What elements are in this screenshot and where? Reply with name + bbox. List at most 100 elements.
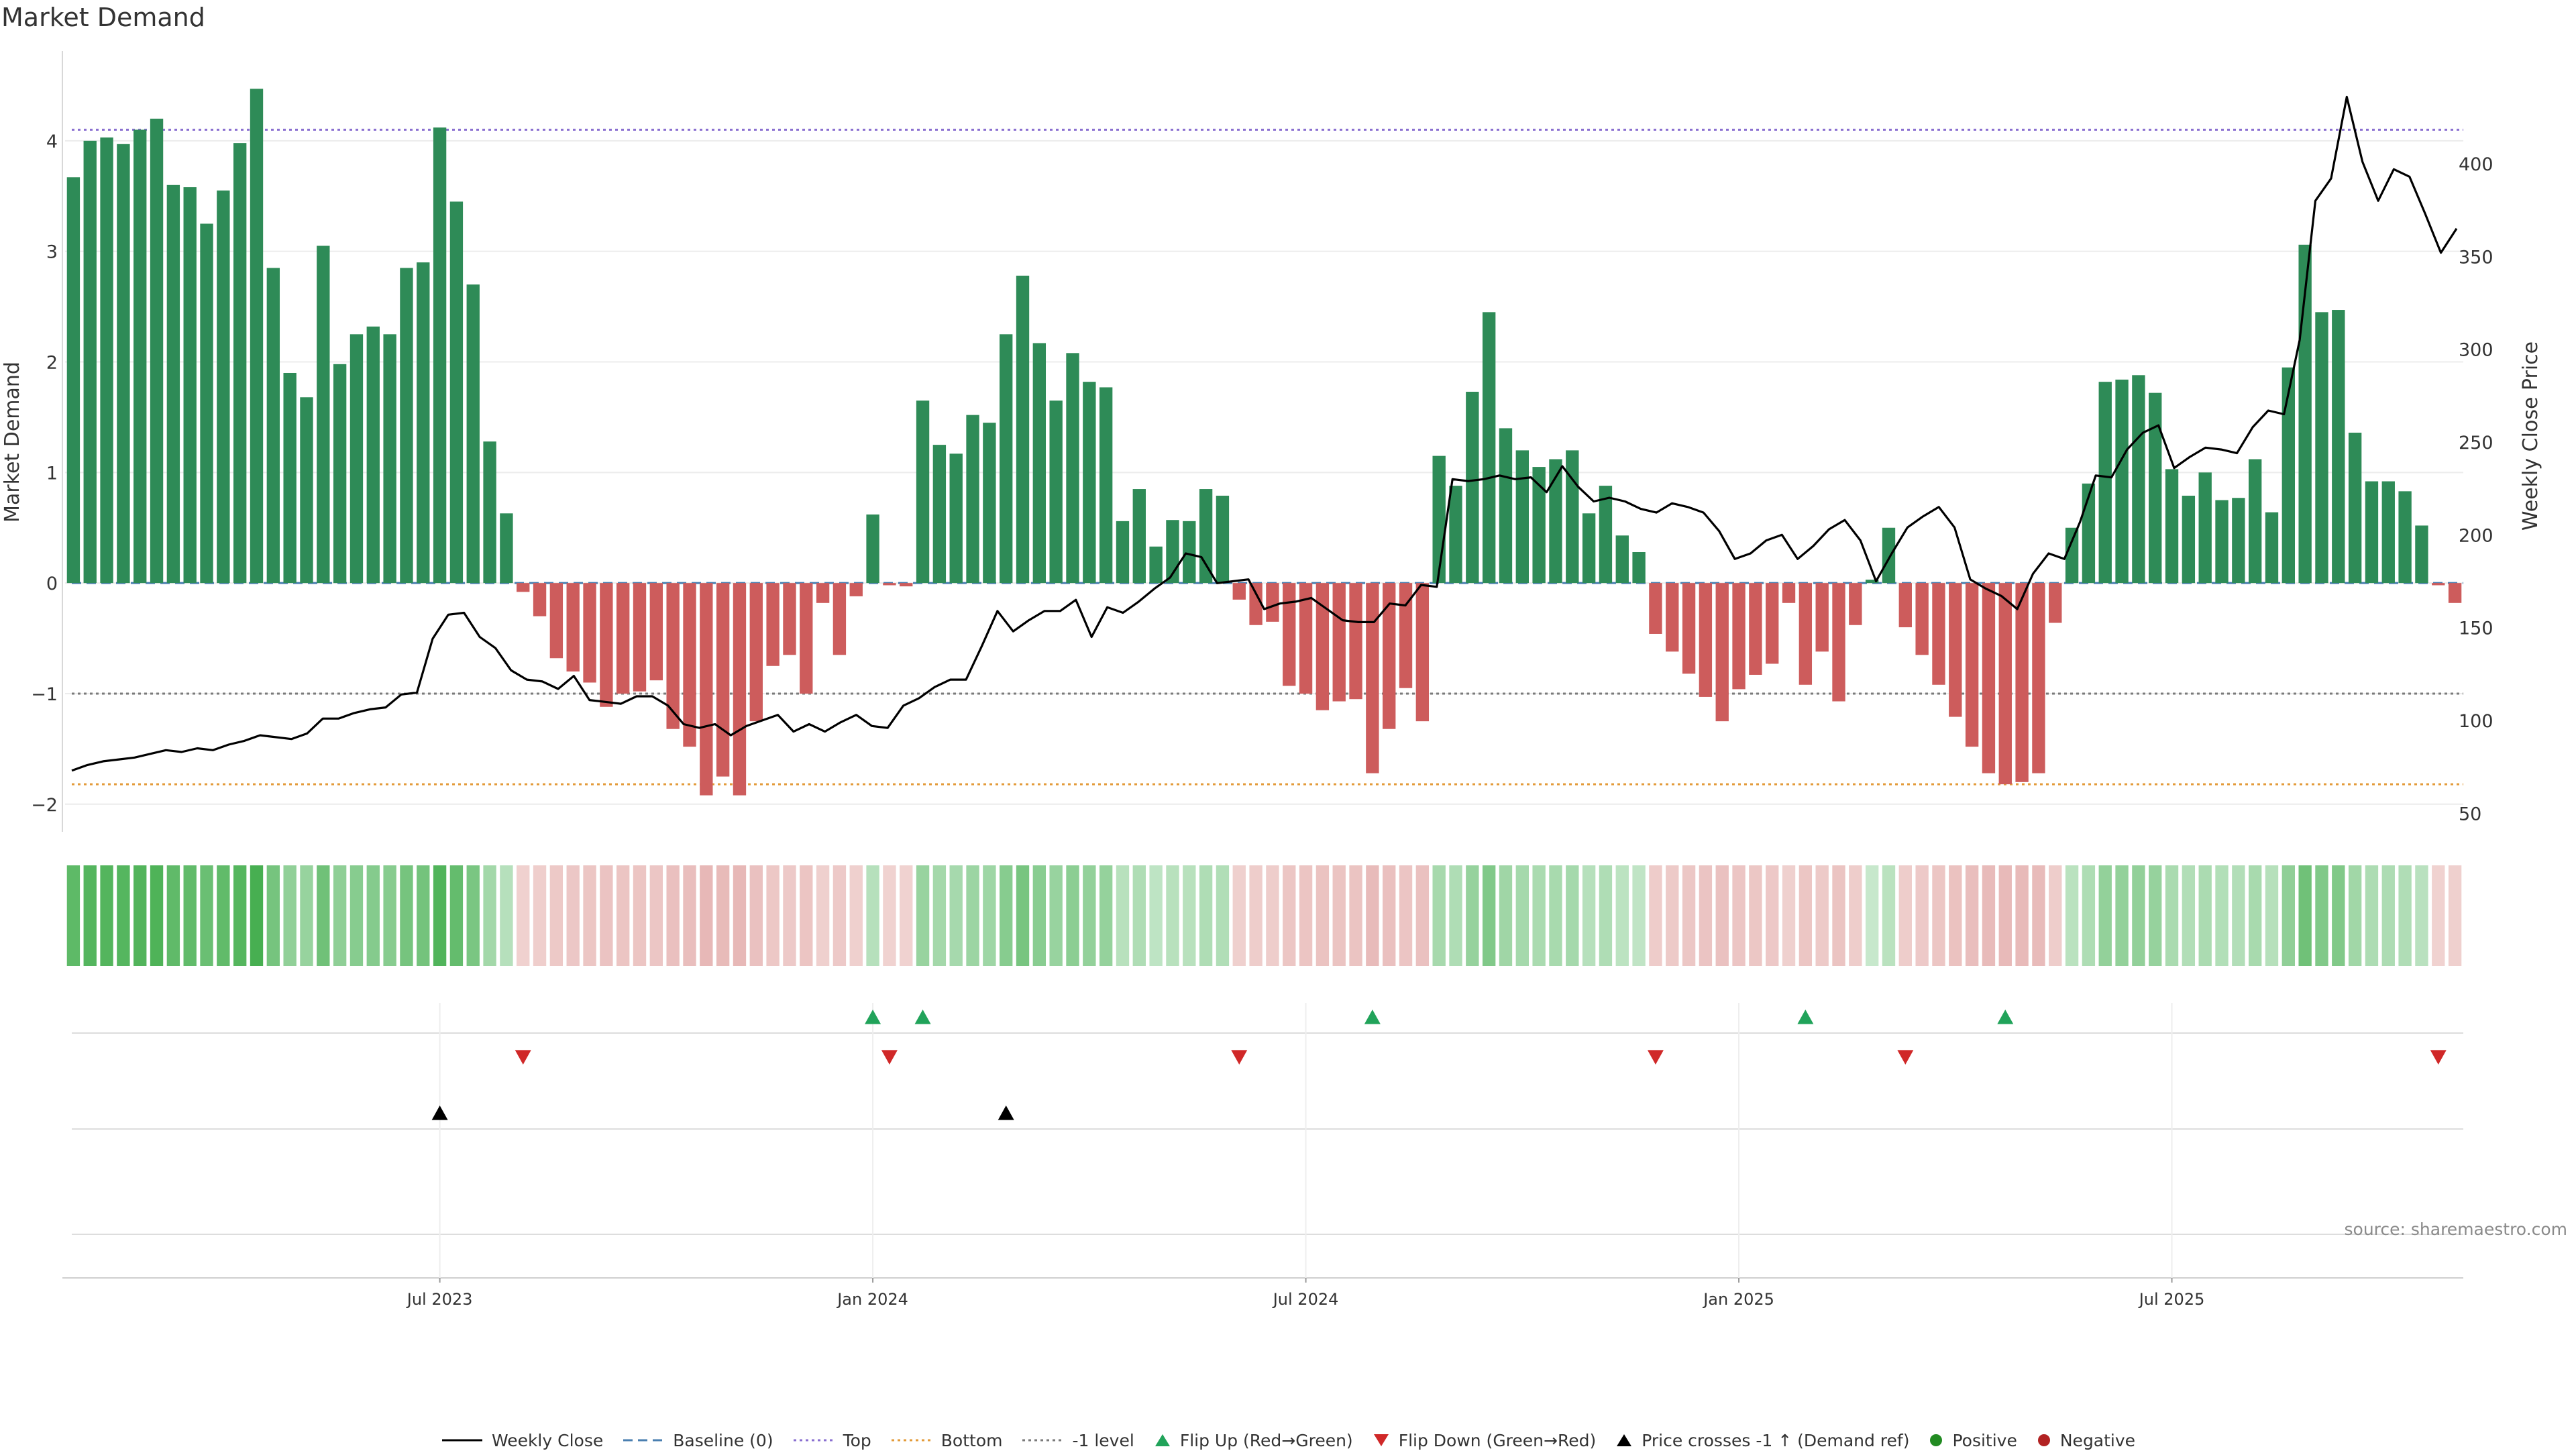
strip-cell [1815,865,1829,966]
strip-cell [549,865,564,966]
strip-cell [749,865,763,966]
legend-item-minus-one[interactable]: -1 level [1021,1431,1134,1450]
demand-bar [2448,583,2462,603]
demand-bar [1898,583,1912,628]
strip-cell [2248,865,2262,966]
legend-item-negative[interactable]: Negative [2036,1431,2135,1450]
y-tick-label: −1 [31,684,58,705]
strip-cell [1865,865,1879,966]
demand-bar [1232,583,1246,600]
legend-item-flip-down[interactable]: Flip Down (Green→Red) [1372,1430,1597,1450]
strip-cell [700,865,713,966]
strip-cell [716,865,730,966]
demand-bar [2415,525,2428,584]
legend-item-price-cross[interactable]: Price crosses -1 ↑ (Demand ref) [1615,1431,1909,1450]
strip-cell [500,865,513,966]
weekly-close-path [71,95,2458,772]
demand-bar [1666,583,1679,652]
demand-bar [883,583,896,586]
strip-cell [733,865,747,966]
strip-cell [1166,865,1179,966]
y2-tick-label: 200 [2459,525,2493,546]
flip-up-marker [914,1010,931,1024]
strip-cell [566,865,580,966]
flip-down-marker [1897,1050,1914,1065]
demand-bar [766,583,780,666]
y-tick-label: 4 [46,131,58,152]
price-cross-marker [998,1106,1014,1120]
demand-bar [749,583,763,722]
strip-cell [2232,865,2245,966]
demand-bar [117,144,130,584]
strip-cell [1915,865,1929,966]
strip-cell [1849,865,1862,966]
legend-item-top[interactable]: Top [792,1431,871,1450]
strip-cell [2282,865,2296,966]
y2-tick-label: 400 [2459,154,2493,175]
strip-cell [1649,865,1662,966]
y-tick-label: 0 [46,574,58,594]
demand-bar [916,400,930,584]
demand-bar [1399,583,1413,688]
strip-cell [1049,865,1063,966]
y2-tick-label: 350 [2459,247,2493,268]
flip-down-marker [515,1050,531,1065]
strip-cell [66,865,80,966]
strip-cell [1998,865,2012,966]
demand-bar [1615,535,1629,584]
strip-cell [649,865,663,966]
strip-cell [800,865,813,966]
legend-label: Baseline (0) [673,1430,773,1450]
legend-item-bottom[interactable]: Bottom [890,1431,1002,1450]
legend-item-weekly-close[interactable]: Weekly Close [441,1431,603,1450]
dotted-line-icon [793,1439,834,1442]
strip-cell [417,865,430,966]
demand-bar [1116,521,1130,584]
strip-cell [2332,865,2345,966]
demand-bar [1849,583,1862,625]
strip-cell [1132,865,1146,966]
chart-title: Market Demand [1,3,205,32]
demand-bar [2398,491,2412,584]
demand-bar [849,583,863,596]
price-cross-marker [431,1106,448,1120]
strip-cell [1682,865,1696,966]
strip-cell [283,865,297,966]
strip-cell [1216,865,1230,966]
demand-bar [2282,367,2296,584]
demand-bar [266,268,280,584]
strip-cell [1666,865,1679,966]
strip-cell [983,865,996,966]
demand-bar [1099,387,1113,584]
flip-down-marker [1647,1050,1664,1065]
x-tick-label: Jul 2023 [406,1290,473,1309]
demand-bar [2182,495,2196,584]
demand-bar [183,187,197,584]
strip-cell [1799,865,1813,966]
strip-cell [166,865,180,966]
y-tick-label: 3 [46,242,58,263]
demand-bar [783,583,796,655]
legend-item-flip-up[interactable]: Flip Up (Red→Green) [1153,1431,1353,1450]
x-tick-label: Jul 2025 [2138,1290,2205,1309]
legend-label: Top [843,1430,871,1450]
demand-bar [633,583,647,692]
demand-bar [2215,500,2229,584]
legend-label: Flip Down (Green→Red) [1398,1430,1597,1450]
demand-bar [66,177,80,584]
demand-bar [483,441,496,584]
demand-bar [1915,583,1929,655]
demand-bar [566,583,580,672]
strip-cell [2315,865,2328,966]
strip-cell [916,865,930,966]
strip-cell [266,865,280,966]
strip-cell [2115,865,2129,966]
strip-cell [2182,865,2196,966]
demand-bar [2265,512,2279,584]
legend-item-positive[interactable]: Positive [1928,1431,2017,1450]
strip-cell [350,865,364,966]
demand-bar [1266,583,1279,622]
legend-item-baseline[interactable]: Baseline (0) [622,1431,773,1450]
demand-bar [966,415,979,584]
demand-bar [200,223,213,584]
